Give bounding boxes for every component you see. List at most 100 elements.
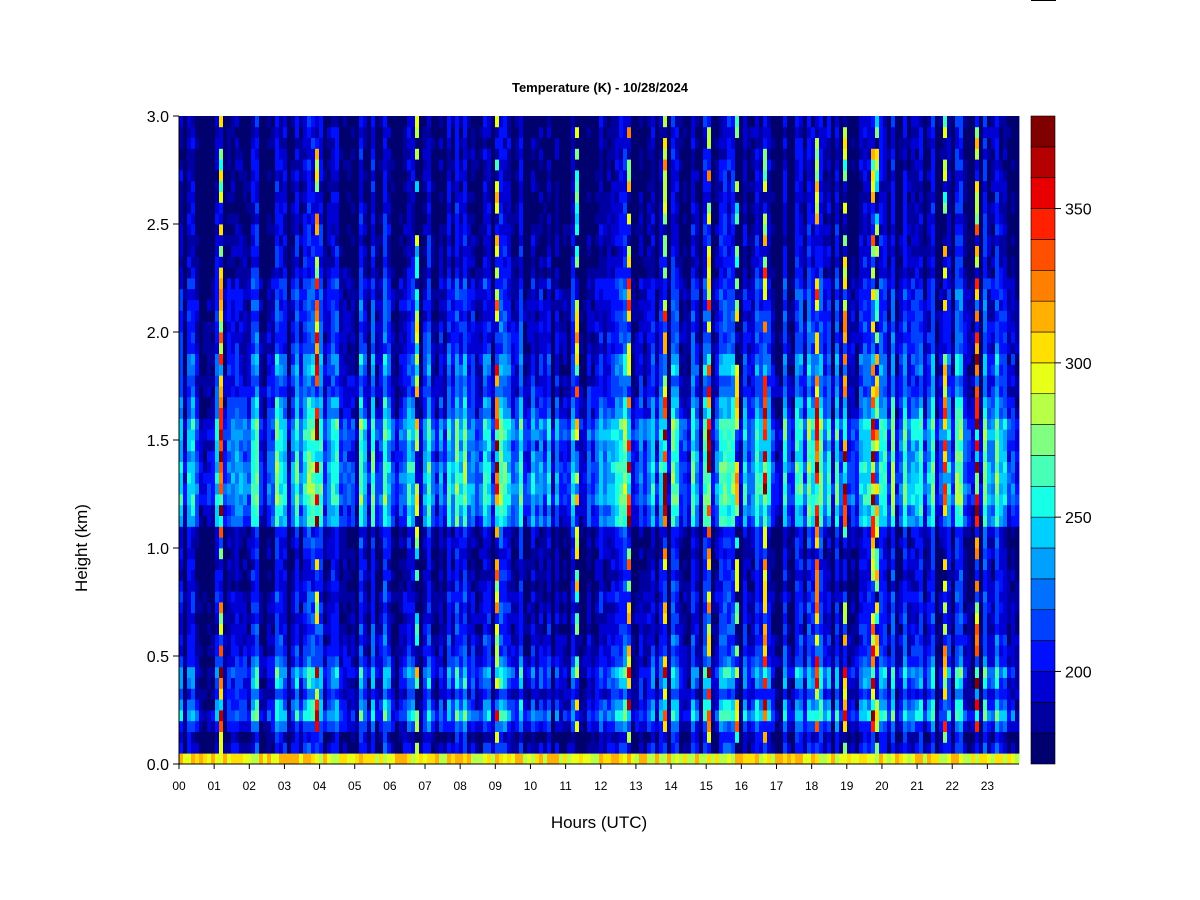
heatmap-cell — [227, 299, 232, 311]
heatmap-cell — [231, 720, 236, 732]
heatmap-cell — [431, 720, 436, 732]
heatmap-cell — [291, 753, 296, 765]
heatmap-cell — [283, 375, 288, 387]
heatmap-cell — [251, 256, 256, 268]
heatmap-cell — [395, 170, 400, 182]
heatmap-cell — [391, 548, 396, 560]
heatmap-cell — [219, 677, 224, 689]
heatmap-cell — [231, 126, 236, 138]
heatmap-cell — [179, 645, 184, 657]
heatmap-cell — [343, 321, 348, 333]
heatmap-cell — [431, 353, 436, 365]
heatmap-cell — [411, 278, 416, 290]
heatmap-cell — [227, 677, 232, 689]
heatmap-cell — [451, 364, 456, 376]
heatmap-cell — [375, 375, 380, 387]
heatmap-cell — [391, 267, 396, 279]
heatmap-cell — [467, 688, 472, 700]
heatmap-cell — [415, 483, 420, 495]
heatmap-cell — [419, 191, 424, 203]
heatmap-cell — [195, 396, 200, 408]
heatmap-cell — [351, 126, 356, 138]
heatmap-cell — [463, 321, 468, 333]
heatmap-cell — [487, 418, 492, 430]
heatmap-cell — [227, 137, 232, 149]
heatmap-cell — [507, 396, 512, 408]
heatmap-cell — [267, 591, 272, 603]
heatmap-cell — [399, 461, 404, 473]
heatmap-cell — [187, 602, 192, 614]
heatmap-cell — [499, 472, 504, 484]
heatmap-cell — [323, 720, 328, 732]
heatmap-cell — [327, 569, 332, 581]
heatmap-cell — [231, 213, 236, 225]
heatmap-cell — [403, 569, 408, 581]
heatmap-cell — [287, 310, 292, 322]
heatmap-cell — [323, 742, 328, 754]
heatmap-cell — [207, 526, 212, 538]
heatmap-cell — [211, 569, 216, 581]
heatmap-cell — [479, 202, 484, 214]
heatmap-cell — [279, 504, 284, 516]
heatmap-cell — [303, 623, 308, 635]
heatmap-cell — [203, 515, 208, 527]
heatmap-cell — [407, 353, 412, 365]
heatmap-cell — [247, 623, 252, 635]
heatmap-cell — [231, 429, 236, 441]
heatmap-cell — [327, 612, 332, 624]
heatmap-cell — [279, 213, 284, 225]
heatmap-cell — [479, 256, 484, 268]
heatmap-cell — [355, 224, 360, 236]
heatmap-cell — [179, 256, 184, 268]
heatmap-cell — [359, 515, 364, 527]
heatmap-cell — [195, 429, 200, 441]
heatmap-cell — [323, 429, 328, 441]
heatmap-cell — [271, 558, 276, 570]
heatmap-cell — [507, 699, 512, 711]
heatmap-cell — [491, 116, 496, 128]
heatmap-cell — [467, 180, 472, 192]
heatmap-cell — [311, 483, 316, 495]
heatmap-cell — [195, 137, 200, 149]
heatmap-cell — [483, 494, 488, 506]
heatmap-cell — [359, 645, 364, 657]
heatmap-cell — [243, 526, 248, 538]
heatmap-cell — [291, 321, 296, 333]
heatmap-cell — [343, 612, 348, 624]
heatmap-cell — [363, 699, 368, 711]
heatmap-cell — [227, 191, 232, 203]
heatmap-cell — [463, 234, 468, 246]
heatmap-cell — [387, 116, 392, 128]
heatmap-cell — [287, 170, 292, 182]
heatmap-cell — [451, 396, 456, 408]
heatmap-cell — [491, 753, 496, 765]
heatmap-cell — [335, 494, 340, 506]
heatmap-cell — [179, 461, 184, 473]
heatmap-cell — [255, 634, 260, 646]
heatmap-cell — [299, 407, 304, 419]
heatmap-cell — [187, 224, 192, 236]
heatmap-cell — [275, 170, 280, 182]
heatmap-cell — [195, 623, 200, 635]
heatmap-cell — [295, 656, 300, 668]
heatmap-cell — [315, 612, 320, 624]
heatmap-cell — [483, 278, 488, 290]
heatmap-cell — [219, 137, 224, 149]
heatmap-cell — [307, 472, 312, 484]
heatmap-cell — [383, 580, 388, 592]
heatmap-cell — [319, 569, 324, 581]
heatmap-cell — [459, 148, 464, 160]
heatmap-cell — [379, 191, 384, 203]
heatmap-cell — [203, 278, 208, 290]
heatmap-cell — [187, 666, 192, 678]
heatmap-cell — [339, 234, 344, 246]
heatmap-cell — [227, 256, 232, 268]
heatmap-cell — [375, 688, 380, 700]
heatmap-cell — [367, 461, 372, 473]
heatmap-cell — [495, 656, 500, 668]
heatmap-cell — [283, 364, 288, 376]
heatmap-cell — [207, 450, 212, 462]
heatmap-cell — [243, 753, 248, 765]
heatmap-cell — [227, 224, 232, 236]
heatmap-cell — [391, 677, 396, 689]
